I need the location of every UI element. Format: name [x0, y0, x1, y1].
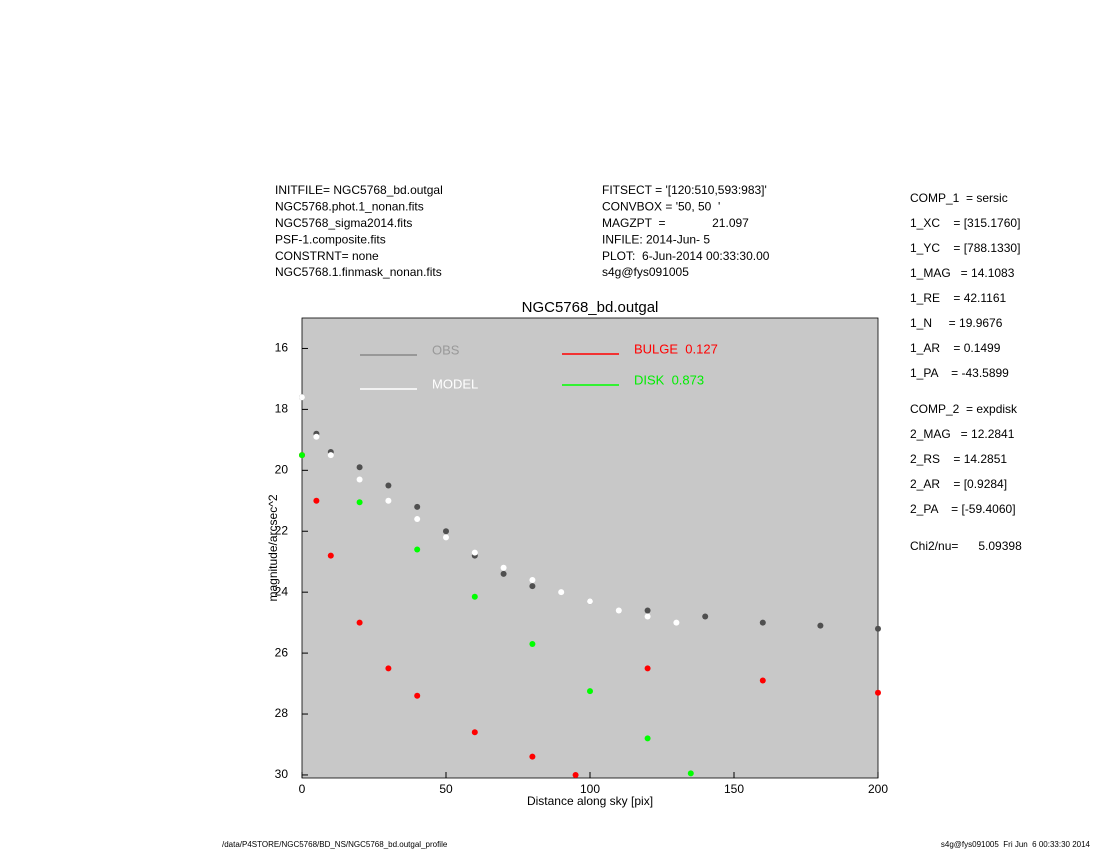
data-point	[500, 564, 507, 571]
fit-parameter: 2_AR = [0.9284]	[910, 477, 1007, 491]
data-point	[414, 503, 421, 510]
fit-parameter: 2_MAG = 12.2841	[910, 427, 1015, 441]
data-point	[471, 593, 478, 600]
data-point	[644, 665, 651, 672]
footer-stamp: s4g@fys091005 Fri Jun 6 00:33:30 2014	[941, 840, 1091, 849]
y-tick-label: 16	[275, 341, 289, 355]
data-point	[414, 516, 421, 523]
header-info: CONSTRNT= none	[275, 249, 379, 263]
data-point	[385, 665, 392, 672]
data-point	[644, 607, 651, 614]
data-point	[529, 753, 536, 760]
data-point	[817, 622, 824, 629]
data-point	[414, 692, 421, 699]
data-point	[443, 528, 449, 535]
header-info: INFILE: 2014-Jun- 5	[602, 232, 710, 246]
header-info: s4g@fys091005	[602, 265, 689, 279]
data-point	[385, 482, 392, 489]
header-info: PSF-1.composite.fits	[275, 232, 386, 246]
footer-path: /data/P4STORE/NGC5768/BD_NS/NGC5768_bd.o…	[222, 840, 448, 849]
y-tick-label: 18	[275, 402, 289, 416]
data-point	[529, 640, 536, 647]
y-tick-label: 26	[275, 645, 289, 659]
y-axis-label: magnitude/arcsec^2	[266, 494, 280, 601]
data-point	[356, 619, 363, 626]
data-point	[644, 613, 651, 620]
fit-parameter: 1_AR = 0.1499	[910, 341, 1001, 355]
header-info: CONVBOX = '50, 50 '	[602, 200, 720, 214]
data-point	[299, 394, 305, 401]
x-tick-label: 0	[299, 782, 306, 796]
chart-title: NGC5768_bd.outgal	[522, 299, 659, 316]
data-point	[313, 497, 320, 504]
header-info: FITSECT = '[120:510,593:983]'	[602, 183, 767, 197]
plot-area	[301, 317, 879, 779]
header-info: NGC5768_sigma2014.fits	[275, 216, 412, 230]
fit-parameter: 1_XC = [315.1760]	[910, 216, 1020, 230]
data-point	[702, 613, 709, 620]
data-point	[313, 433, 320, 440]
fit-parameter: COMP_1 = sersic	[910, 191, 1008, 205]
data-point	[875, 689, 881, 696]
fit-parameter: 1_YC = [788.1330]	[910, 241, 1020, 255]
data-point	[414, 546, 421, 553]
data-point	[587, 598, 593, 605]
data-point	[299, 452, 305, 459]
data-point	[356, 464, 363, 471]
header-info: NGC5768.1.finmask_nonan.fits	[275, 265, 442, 279]
legend-label: OBS	[432, 342, 460, 357]
legend-label: MODEL	[432, 376, 478, 391]
legend-label: DISK 0.873	[634, 372, 704, 387]
header-info: MAGZPT = 21.097	[602, 216, 749, 230]
data-point	[356, 476, 363, 483]
data-point	[875, 625, 881, 632]
y-tick-label: 30	[275, 767, 289, 781]
data-point	[558, 589, 565, 596]
fit-parameter: 1_RE = 42.1161	[910, 291, 1007, 305]
fit-parameter: Chi2/nu= 5.09398	[910, 539, 1022, 553]
y-tick-label: 22	[275, 523, 289, 537]
data-point	[327, 452, 334, 459]
x-tick-label: 50	[439, 782, 453, 796]
data-point	[615, 607, 622, 614]
fit-parameter: 1_MAG = 14.1083	[910, 266, 1015, 280]
fit-parameter: 2_PA = [-59.4060]	[910, 502, 1016, 516]
x-tick-label: 200	[868, 782, 888, 796]
data-point	[673, 619, 680, 626]
data-point	[443, 534, 449, 541]
header-info: PLOT: 6-Jun-2014 00:33:30.00	[602, 249, 770, 263]
x-tick-label: 150	[724, 782, 744, 796]
data-point	[529, 583, 536, 590]
data-point	[500, 570, 507, 577]
fit-parameter: 1_PA = -43.5899	[910, 366, 1009, 380]
x-tick-label: 100	[580, 782, 600, 796]
data-point	[471, 549, 478, 556]
data-point	[587, 688, 593, 695]
fit-parameter: 1_N = 19.9676	[910, 316, 1003, 330]
data-point	[529, 576, 536, 583]
data-point	[385, 497, 392, 504]
legend-label: BULGE 0.127	[634, 341, 718, 356]
data-point	[759, 677, 766, 684]
x-axis-label: Distance along sky [pix]	[527, 794, 653, 808]
data-point	[471, 729, 478, 736]
data-point	[356, 499, 363, 506]
y-tick-label: 20	[275, 462, 289, 476]
header-info: INITFILE= NGC5768_bd.outgal	[275, 183, 443, 197]
y-tick-label: 24	[275, 584, 289, 598]
header-info: NGC5768.phot.1_nonan.fits	[275, 200, 424, 214]
data-point	[572, 771, 579, 778]
fit-parameter: 2_RS = 14.2851	[910, 452, 1007, 466]
data-point	[687, 770, 694, 777]
data-point	[327, 552, 334, 559]
data-point	[759, 619, 766, 626]
y-tick-label: 28	[275, 706, 289, 720]
fit-parameter: COMP_2 = expdisk	[910, 402, 1018, 416]
data-point	[644, 735, 651, 742]
